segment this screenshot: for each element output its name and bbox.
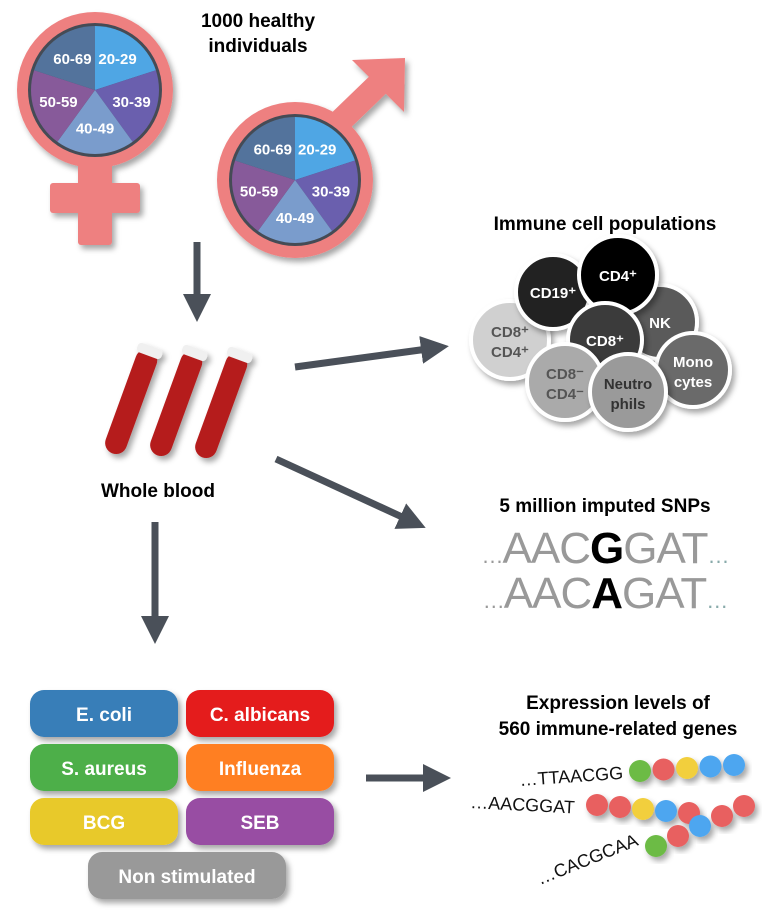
cell-label: CD4⁺ bbox=[491, 344, 529, 361]
stimulus-e-coli: E. coli bbox=[30, 690, 178, 737]
blood-tubes-icon bbox=[105, 342, 253, 459]
expression-bead bbox=[711, 805, 733, 827]
cell-label: CD19⁺ bbox=[530, 285, 576, 302]
cell-3: CD4⁺ bbox=[577, 234, 659, 316]
stimulus-label: E. coli bbox=[76, 705, 132, 726]
male-age-label: 30-39 bbox=[312, 184, 350, 201]
stimulus-label: SEB bbox=[240, 813, 279, 834]
stimulus-c-albicans: C. albicans bbox=[186, 690, 334, 737]
cell-label: cytes bbox=[674, 374, 712, 391]
stimulus-label: S. aureus bbox=[61, 759, 147, 780]
female-age-label: 40-49 bbox=[76, 120, 114, 137]
gene-strand-2: …AACGGAT bbox=[470, 792, 700, 824]
expression-bead bbox=[609, 796, 631, 818]
stimulus-label: C. albicans bbox=[210, 705, 310, 726]
expression-bead bbox=[699, 755, 722, 778]
female-age-label: 50-59 bbox=[39, 94, 77, 111]
female-age-label: 60-69 bbox=[53, 51, 91, 68]
whole-blood-label: Whole blood bbox=[101, 481, 215, 502]
stimulus-label: Influenza bbox=[219, 759, 302, 780]
stimulus-non-stimulated: Non stimulated bbox=[88, 852, 286, 899]
male-slice-50-59 bbox=[232, 160, 295, 231]
expression-bead bbox=[586, 794, 608, 816]
snps-title: 5 million imputed SNPs bbox=[499, 496, 710, 517]
cell-label: Mono bbox=[673, 354, 713, 371]
expression-bead bbox=[645, 835, 667, 857]
expression-bead bbox=[629, 760, 651, 782]
stimulus-label: Non stimulated bbox=[118, 867, 255, 888]
expression-bead bbox=[652, 758, 675, 781]
cell-label: CD4⁻ bbox=[546, 386, 584, 403]
snp-sequence-1: …AACGGAT… bbox=[482, 524, 729, 573]
female-age-pie: 20-29 30-39 40-49 50-59 60-69 bbox=[28, 23, 162, 157]
gene-strand-1: …TTAACGG bbox=[519, 754, 745, 790]
male-slice-20-29 bbox=[295, 117, 355, 180]
expression-title-line2: 560 immune-related genes bbox=[499, 719, 738, 740]
cell-label: CD8⁺ bbox=[586, 333, 624, 350]
immune-cells-cluster: CD8⁺ CD4⁺ CD19⁺ NK CD4⁺ CD8⁺ Mono cytes CD8⁻ CD4⁻… bbox=[469, 234, 732, 432]
female-slice-20-29 bbox=[95, 26, 156, 90]
male-slice-40-49 bbox=[257, 180, 333, 243]
female-slice-50-59 bbox=[30, 70, 95, 142]
male-slice-60-69 bbox=[235, 117, 295, 180]
arrow-to-snps bbox=[274, 455, 426, 529]
female-slice-30-39 bbox=[95, 70, 159, 142]
population-title-line1: 1000 healthy bbox=[201, 11, 315, 32]
stimulus-bcg: BCG bbox=[30, 798, 178, 845]
arrows bbox=[141, 242, 451, 792]
gene-sequence: …CACGCAA bbox=[534, 830, 641, 889]
expression-bead bbox=[723, 754, 745, 776]
expression-title-line1: Expression levels of bbox=[526, 693, 710, 714]
male-age-pie: 20-29 30-39 40-49 50-59 60-69 bbox=[229, 114, 361, 246]
expression-bead bbox=[689, 815, 711, 837]
expression-bead bbox=[676, 757, 698, 779]
stimulus-s-aureus: S. aureus bbox=[30, 744, 178, 791]
male-age-label: 20-29 bbox=[298, 141, 336, 158]
male-age-label: 40-49 bbox=[276, 210, 314, 227]
cell-5: Mono cytes bbox=[654, 331, 732, 409]
cell-7: Neutro phils bbox=[588, 352, 668, 432]
cell-label: NK bbox=[649, 315, 671, 332]
cell-label: CD8⁻ bbox=[546, 366, 584, 383]
cells-title: Immune cell populations bbox=[494, 214, 717, 235]
snp-sequence-2: …AACAGAT… bbox=[483, 569, 727, 618]
expression-bead bbox=[667, 825, 689, 847]
snp-sequences: …AACGGAT… …AACAGAT… bbox=[482, 524, 730, 618]
gene-sequence: …TTAACGG bbox=[519, 763, 624, 790]
cell-label: CD8⁺ bbox=[491, 324, 529, 341]
female-symbol-icon: 20-29 30-39 40-49 50-59 60-69 bbox=[17, 12, 173, 245]
male-age-label: 50-59 bbox=[240, 184, 278, 201]
stimulus-seb: SEB bbox=[186, 798, 334, 845]
cell-label: CD4⁺ bbox=[599, 268, 637, 285]
female-age-label: 30-39 bbox=[112, 94, 150, 111]
gene-sequence: …AACGGAT bbox=[470, 792, 576, 817]
stimulus-label: BCG bbox=[83, 813, 125, 834]
female-slice-60-69 bbox=[34, 26, 95, 90]
male-slice-30-39 bbox=[295, 160, 358, 231]
population-title-line2: individuals bbox=[208, 36, 307, 57]
expression-bead bbox=[655, 800, 677, 822]
arrow-to-cells bbox=[294, 336, 449, 371]
female-slice-40-49 bbox=[57, 90, 133, 155]
cell-label: phils bbox=[610, 396, 645, 413]
stimulus-influenza: Influenza bbox=[186, 744, 334, 791]
male-symbol-icon: 20-29 30-39 40-49 50-59 60-69 bbox=[217, 58, 405, 258]
expression-bead bbox=[632, 798, 654, 820]
stimuli-grid: E. coli C. albicans S. aureus Influenza BCG S… bbox=[30, 690, 334, 899]
female-age-label: 20-29 bbox=[98, 51, 136, 68]
cell-label: Neutro bbox=[604, 376, 652, 393]
gene-expression-strands: …TTAACGG…AACGGAT …CACGCAA bbox=[470, 754, 755, 889]
expression-bead bbox=[733, 795, 755, 817]
male-age-label: 60-69 bbox=[254, 141, 292, 158]
